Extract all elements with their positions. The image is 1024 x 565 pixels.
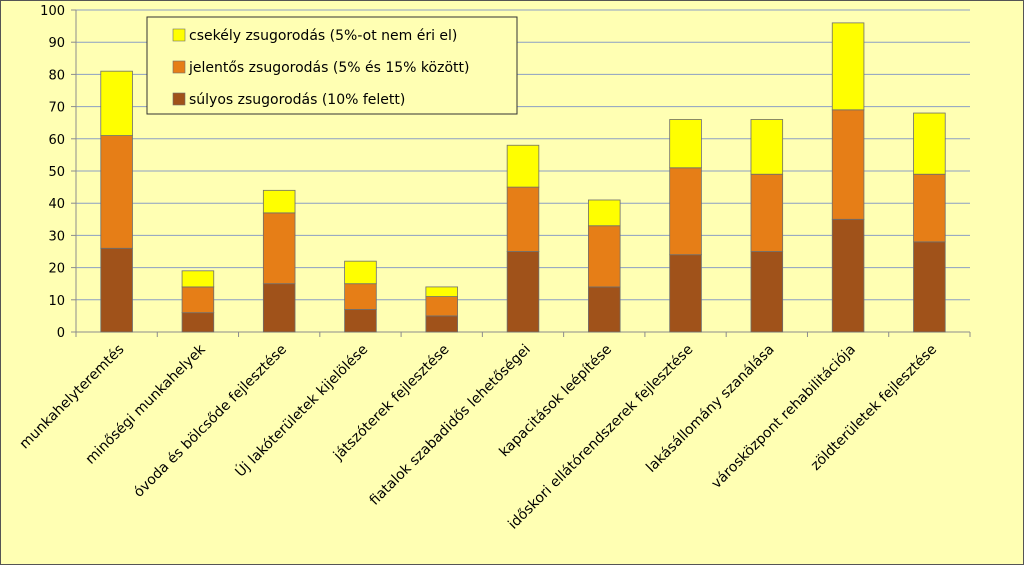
y-tick-label: 80 <box>48 68 65 83</box>
bar-segment-series-3 <box>262 189 296 214</box>
category-label: fiatalok szabadidős lehetőségei <box>367 342 534 509</box>
bar-segment-series-3 <box>100 70 133 136</box>
legend-box <box>146 16 518 115</box>
y-tick-label: 30 <box>48 229 65 244</box>
bar-segment-series-1 <box>506 251 540 333</box>
bar-segment-series-2 <box>913 173 946 243</box>
legend-label: súlyos zsugorodás (10% felett) <box>189 92 405 108</box>
bar-segment-series-2 <box>506 186 540 252</box>
bar-segment-series-3 <box>669 119 702 169</box>
bar-segment-series-3 <box>506 144 540 188</box>
bar-segment-series-2 <box>181 286 215 314</box>
bar-segment-series-2 <box>262 212 296 285</box>
bar-segment-series-3 <box>750 119 784 175</box>
y-tick-label: 60 <box>48 133 65 148</box>
y-tick-label: 90 <box>48 36 65 51</box>
y-tick-label: 50 <box>48 165 65 180</box>
y-tick-label: 40 <box>48 197 65 212</box>
legend-swatch <box>172 92 186 106</box>
bar-segment-series-2 <box>831 109 865 220</box>
bar-segment-series-1 <box>344 309 377 333</box>
legend-swatch <box>172 60 186 74</box>
y-tick-label: 70 <box>48 101 65 116</box>
category-label: városközpont rehabilitációja <box>709 342 859 492</box>
bar-segment-series-1 <box>750 251 784 333</box>
bar-segment-series-1 <box>262 283 296 333</box>
category-label: lakásállomány szanálása <box>643 342 777 476</box>
y-tick-label: 20 <box>48 262 65 277</box>
bar-segment-series-3 <box>425 286 458 297</box>
plot-area <box>75 9 970 333</box>
bar-segment-series-1 <box>100 247 133 333</box>
bar-segment-series-3 <box>344 260 377 285</box>
bar-segment-series-3 <box>913 112 946 175</box>
bar-segment-series-2 <box>344 283 377 310</box>
category-label: óvoda és bölcsőde fejlesztése <box>131 342 290 501</box>
category-label: időskori ellátórendszerek fejlesztése <box>505 342 696 533</box>
bar-segment-series-2 <box>669 167 702 256</box>
bar-segment-series-1 <box>831 218 865 333</box>
y-tick-label: 100 <box>40 4 65 19</box>
legend-swatch <box>172 28 186 42</box>
legend: csekély zsugorodás (5%-ot nem éri el) jel… <box>146 16 518 115</box>
bar-segment-series-2 <box>100 135 133 249</box>
y-tick-label: 0 <box>57 326 65 341</box>
bar-segment-series-2 <box>425 296 458 317</box>
bar-segment-series-3 <box>181 270 215 288</box>
bar-segment-series-1 <box>181 312 215 333</box>
legend-label: csekély zsugorodás (5%-ot nem éri el) <box>189 28 457 44</box>
bar-segment-series-2 <box>750 173 784 252</box>
bar-segment-series-1 <box>669 254 702 333</box>
category-label: Új lakóterületek kijelölése <box>231 340 371 480</box>
bar-segment-series-1 <box>425 315 458 333</box>
bar-segment-series-2 <box>588 225 621 288</box>
bar-segment-series-1 <box>588 286 621 333</box>
bar-segment-series-3 <box>831 22 865 111</box>
bar-segment-series-3 <box>588 199 621 227</box>
legend-label: jelentős zsugorodás (5% és 15% között) <box>188 60 469 76</box>
bar-segment-series-1 <box>913 241 946 333</box>
y-tick-label: 10 <box>48 294 65 309</box>
